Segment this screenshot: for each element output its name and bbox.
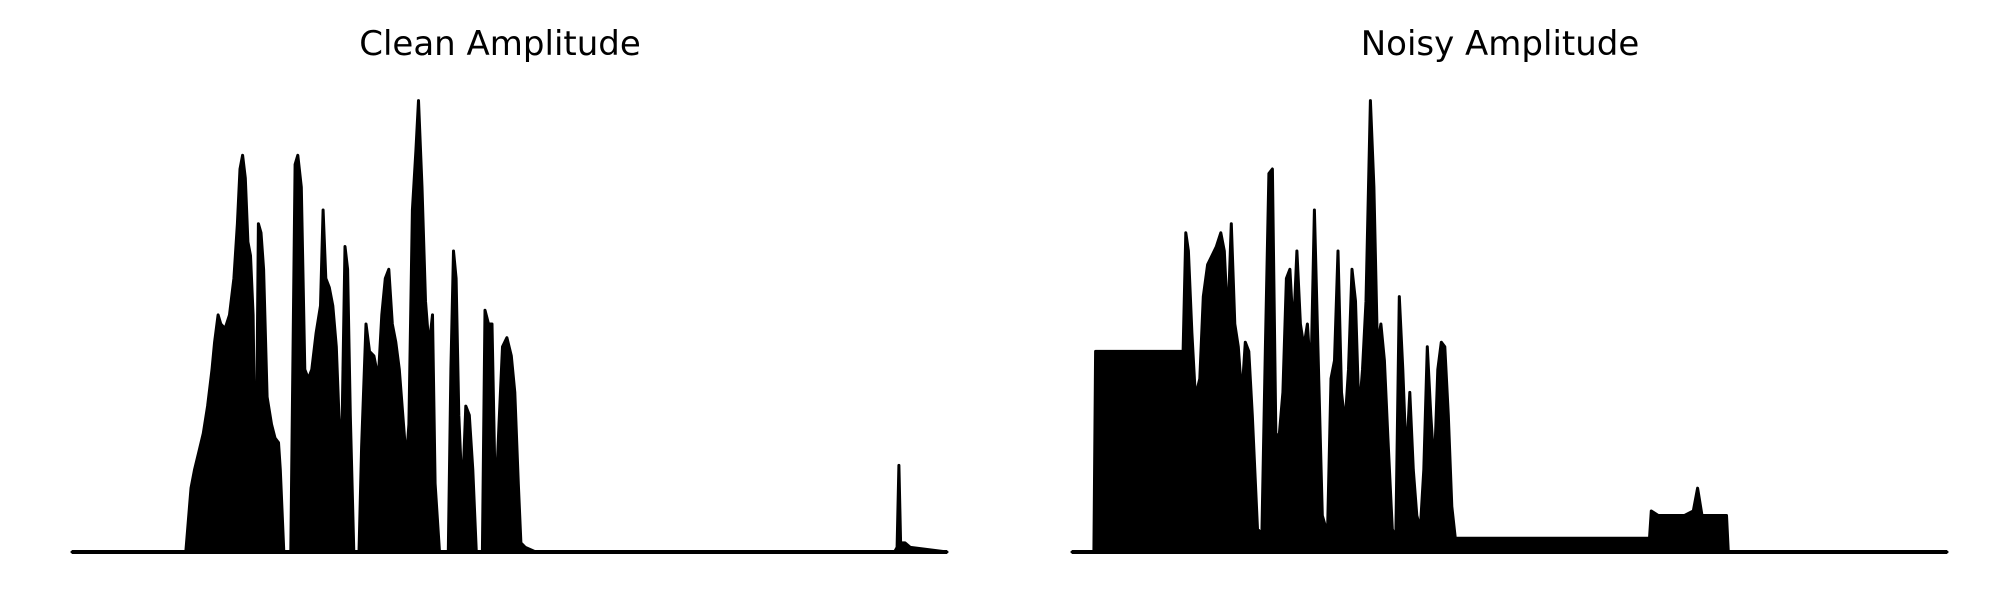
noisy-amplitude-chart: Noisy Amplitude (1000, 0, 2000, 600)
amplitude-series (1072, 101, 1947, 552)
amplitude-plot (0, 0, 1000, 600)
clean-amplitude-chart: Clean Amplitude (0, 0, 1000, 600)
amplitude-series (72, 101, 947, 552)
amplitude-plot (1000, 0, 2000, 600)
